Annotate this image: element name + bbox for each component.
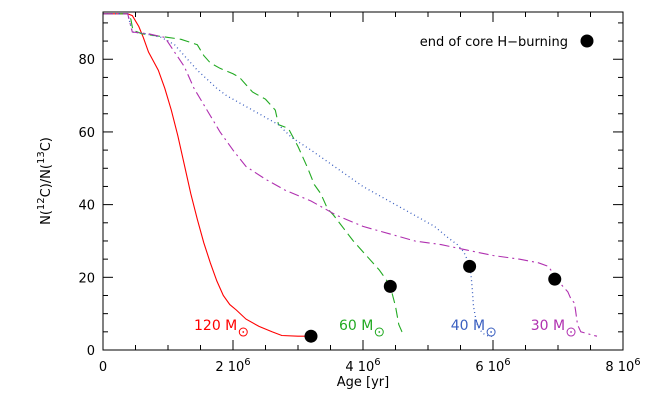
x-tick-label: 6 106	[475, 357, 510, 375]
series-label-2: 40 M	[451, 318, 485, 334]
end-marker-3	[548, 272, 562, 286]
plot-frame	[102, 11, 624, 351]
series-line-3	[103, 13, 598, 337]
series-line-0	[103, 13, 311, 337]
sun-symbol-dot	[378, 331, 381, 333]
y-tick-label: 60	[78, 126, 95, 141]
x-tick-label: 2 106	[215, 357, 250, 375]
series-label-1: 60 M	[339, 318, 373, 334]
series-line-1	[103, 13, 406, 336]
y-axis-label: N(12C)/N(13C)	[36, 137, 54, 225]
x-tick-label: 8 106	[605, 357, 640, 375]
y-tick-label: 20	[78, 271, 95, 286]
x-axis-label: Age [yr]	[337, 375, 389, 390]
y-tick-label: 80	[78, 53, 95, 68]
sun-symbol-icon	[374, 327, 384, 337]
y-tick-label: 0	[87, 344, 95, 359]
sun-symbol-dot	[490, 331, 492, 333]
y-tick-label: 40	[78, 199, 95, 214]
legend-marker	[580, 34, 594, 48]
end-marker-0	[304, 329, 318, 343]
series-line-2	[103, 13, 495, 337]
sun-symbol-icon	[486, 327, 496, 337]
end-marker-1	[383, 279, 397, 293]
legend: end of core H−burning	[420, 34, 594, 50]
sun-symbol-dot	[242, 331, 245, 333]
axes: 0 2 106 4 106 6 106 8 106 0 20 40 60 80 Age [yr] N(…	[36, 12, 641, 390]
legend-label: end of core H−burning	[420, 35, 568, 50]
sun-symbol-icon	[566, 327, 576, 337]
end-marker-2	[463, 259, 477, 273]
series-labels: 120 M 60 M 40 M 30 M	[194, 318, 576, 337]
series-label-3: 30 M	[531, 318, 565, 334]
plot-border	[102, 11, 624, 351]
series-layer	[103, 13, 598, 337]
series-label-0: 120 M	[194, 318, 237, 334]
sun-symbol-icon	[238, 327, 248, 337]
sun-symbol-dot	[570, 331, 572, 333]
end-markers	[304, 259, 562, 343]
x-tick-label: 4 106	[345, 357, 380, 375]
x-tick-label: 0	[99, 360, 107, 375]
